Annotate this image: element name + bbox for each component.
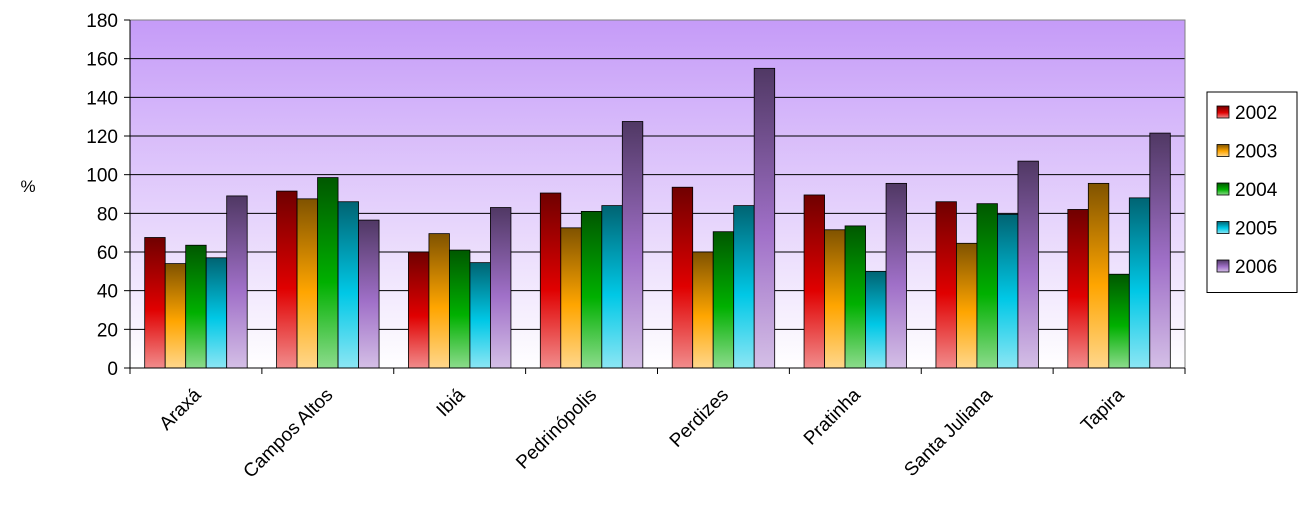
bar-2004 — [581, 211, 602, 368]
legend-label: 2006 — [1235, 257, 1277, 278]
x-tick-labels: Araxá Campos Altos Ibiá Pedrinópolis Perdize… — [156, 384, 1129, 482]
bar-2004 — [449, 250, 470, 368]
bar-2002 — [672, 187, 693, 368]
y-tick-label: 140 — [86, 88, 118, 109]
y-tick-label: 160 — [86, 50, 118, 71]
legend-swatch — [1217, 145, 1229, 157]
y-tick-label: 100 — [86, 166, 118, 187]
y-tick-label: 60 — [97, 243, 118, 264]
bar-2003 — [1088, 183, 1109, 368]
bar-2003 — [693, 252, 714, 368]
legend-label: 2002 — [1235, 103, 1277, 124]
bar-2003 — [561, 228, 582, 368]
y-axis-label: % — [20, 177, 35, 196]
bar-2002 — [408, 252, 429, 368]
bar-2003 — [956, 243, 977, 368]
bar-2002 — [540, 193, 561, 368]
legend: 2002 2003 2004 2005 2006 — [1207, 92, 1297, 293]
bar-2006 — [754, 68, 775, 368]
bar-2004 — [186, 245, 207, 368]
bar-2005 — [866, 271, 887, 368]
bar-2006 — [1018, 161, 1038, 368]
x-tick-label: Perdizes — [666, 385, 733, 452]
y-tick-label: 180 — [86, 11, 118, 32]
legend-swatch — [1217, 260, 1229, 272]
bar-2002 — [804, 195, 825, 368]
legend-swatch — [1217, 183, 1229, 195]
bar-2002 — [936, 202, 957, 368]
bar-2005 — [470, 263, 491, 368]
bar-2006 — [227, 196, 248, 368]
bar-2004 — [713, 232, 734, 368]
bar-2002 — [277, 191, 298, 368]
y-tick-label: 20 — [97, 320, 118, 341]
legend-swatch — [1217, 222, 1229, 234]
legend-swatch — [1217, 106, 1229, 118]
x-tick-label: Santa Juliana — [900, 384, 997, 481]
y-tick-labels: 0 20 40 60 80 100 120 140 160 180 — [86, 11, 118, 380]
x-tick-label: Pratinha — [800, 384, 865, 449]
bar-2005 — [338, 202, 359, 368]
x-tick-label: Araxá — [156, 384, 206, 434]
legend-label: 2004 — [1235, 180, 1278, 201]
legend-label: 2003 — [1235, 142, 1277, 163]
bar-2004 — [977, 204, 998, 368]
bar-2002 — [145, 238, 166, 369]
bar-2005 — [1129, 198, 1150, 368]
x-tick-label: Pedrinópolis — [512, 385, 601, 474]
bar-2004 — [1109, 274, 1130, 368]
legend-label: 2005 — [1235, 219, 1277, 240]
bar-2006 — [1150, 133, 1171, 368]
bar-2003 — [297, 199, 318, 368]
y-tick-label: 40 — [97, 282, 118, 303]
bar-2005 — [734, 206, 755, 368]
bar-2002 — [1068, 209, 1089, 368]
bar-2003 — [165, 264, 186, 368]
bar-2006 — [622, 122, 643, 369]
bar-2005 — [602, 206, 623, 368]
x-tick-label: Campos Altos — [240, 385, 338, 483]
y-tick-label: 0 — [107, 359, 118, 380]
bar-2006 — [490, 208, 511, 368]
bar-2004 — [845, 226, 866, 368]
bar-2003 — [429, 234, 450, 368]
y-tick-label: 80 — [97, 204, 118, 225]
bar-2005 — [997, 214, 1018, 368]
y-tick-label: 120 — [86, 127, 118, 148]
x-tick-label: Tapira — [1077, 384, 1129, 436]
bar-2006 — [359, 220, 380, 368]
bar-2004 — [318, 178, 339, 368]
bar-2005 — [206, 258, 227, 368]
bar-2003 — [825, 230, 846, 368]
bar-2006 — [886, 183, 907, 368]
x-tick-label: Ibiá — [433, 384, 470, 421]
